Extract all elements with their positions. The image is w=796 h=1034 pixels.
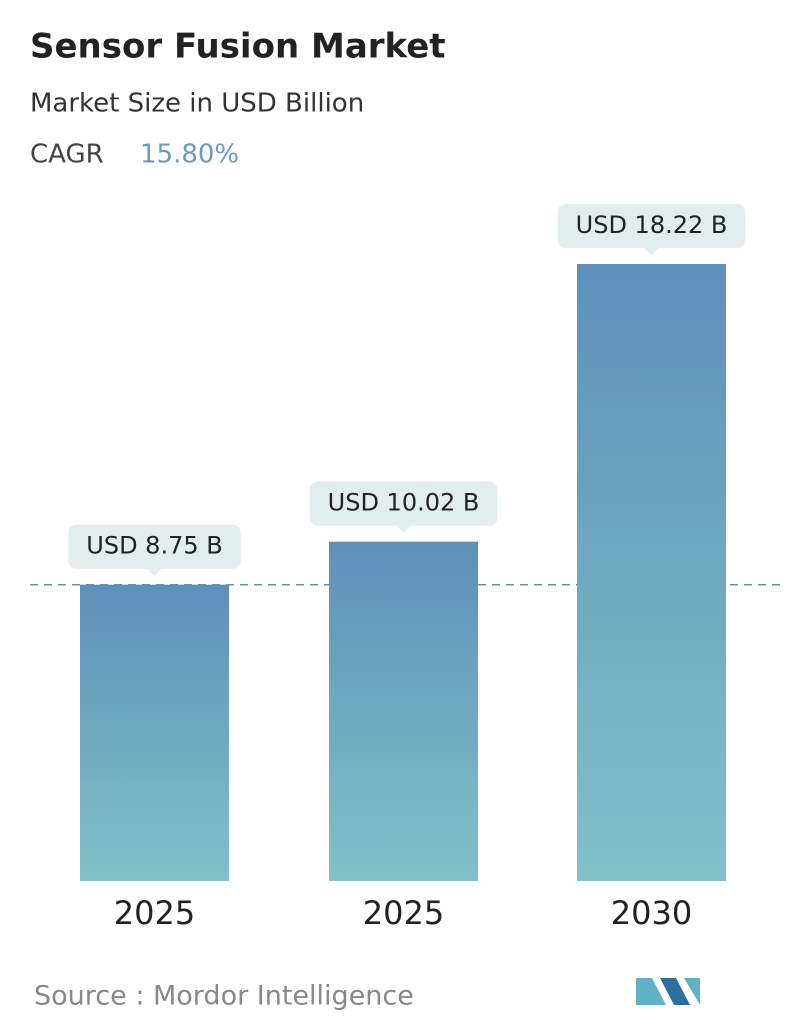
value-label-text: USD 10.02 B	[328, 489, 480, 517]
bar	[329, 541, 478, 881]
subtitle: Market Size in USD Billion	[30, 89, 364, 119]
label-box	[68, 524, 241, 569]
label-box	[557, 204, 746, 248]
source: Source : Mordor Intelligence	[34, 981, 414, 1012]
value-label: USD 8.75 B	[68, 524, 241, 576]
x-tick-label: 2030	[611, 894, 692, 932]
x-tick-label: 2025	[363, 894, 444, 932]
label-box	[309, 481, 498, 526]
cagr-label: CAGR	[30, 140, 104, 170]
value-label: USD 18.22 B	[557, 204, 746, 255]
label-pointer	[146, 567, 163, 576]
value-label-text: USD 8.75 B	[86, 532, 222, 560]
bar	[80, 584, 229, 881]
cagr-value: 15.80%	[140, 140, 239, 170]
logo	[636, 978, 700, 1005]
label-pointer	[643, 247, 660, 255]
value-label: USD 10.02 B	[309, 481, 498, 533]
x-tick-label: 2025	[114, 894, 195, 932]
label-pointer	[395, 524, 412, 533]
value-label-text: USD 18.22 B	[576, 211, 728, 239]
bar	[577, 264, 726, 881]
chart-title: Sensor Fusion Market	[30, 27, 446, 67]
